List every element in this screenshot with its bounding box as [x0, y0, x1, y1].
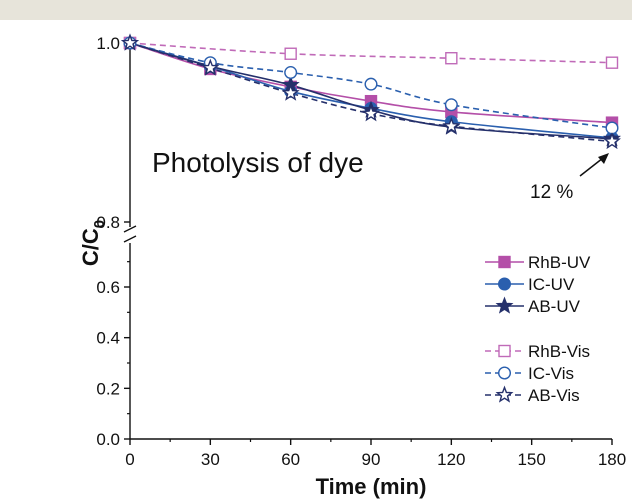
legend-item-ab-uv: AB-UV: [485, 296, 581, 316]
x-tick-label: 120: [437, 450, 465, 469]
y-tick-label: 0.4: [96, 329, 120, 348]
data-point-ic-vis: [364, 77, 378, 91]
axis-break-mark-upper: [123, 225, 137, 233]
curves: [129, 42, 613, 143]
y-tick-label: 0.6: [96, 278, 120, 297]
legend-marker-rhb-uv: [498, 255, 511, 269]
legend-label-ab-uv: AB-UV: [528, 297, 581, 316]
y-tick-label: 0.2: [96, 379, 120, 398]
series-line-rhb-vis: [129, 42, 613, 64]
data-point-rhb-vis: [605, 56, 619, 69]
series-line-ic-vis: [129, 42, 613, 129]
top-band: [0, 0, 632, 20]
legend-label-rhb-vis: RhB-Vis: [528, 342, 590, 361]
data-point-ab-vis: [281, 83, 300, 101]
legend-item-ic-uv: IC-UV: [485, 275, 575, 294]
y-tick-label: 0.8: [96, 213, 120, 232]
arrow-annotation-label: 12 %: [530, 182, 573, 203]
data-point-ab-vis: [603, 131, 621, 150]
y-tick-label: 1.0: [96, 34, 120, 53]
annotation-arrowhead: [598, 153, 609, 164]
x-tick-label: 0: [125, 450, 134, 469]
data-point-ab-vis: [362, 104, 380, 122]
series-line-ab-uv: [129, 42, 613, 140]
data-point-ic-vis: [284, 66, 298, 80]
y-axis-title-subscript: 0: [91, 220, 108, 228]
data-point-rhb-vis: [284, 47, 297, 60]
x-tick-label: 60: [281, 450, 300, 469]
legend: RhB-UV IC-UV AB-UV RhB-Vis IC-Vis AB-Vis: [485, 253, 591, 405]
legend-marker-rhb-vis: [498, 344, 511, 358]
x-axis-title: Time (min): [316, 474, 427, 499]
legend-item-ab-vis: AB-Vis: [485, 385, 580, 405]
legend-marker-ic-vis: [498, 366, 512, 380]
legend-label-rhb-uv: RhB-UV: [528, 253, 591, 272]
chart-annotation-title: Photolysis of dye: [152, 147, 364, 178]
x-tick-label: 150: [517, 450, 545, 469]
legend-item-rhb-uv: RhB-UV: [485, 253, 591, 272]
legend-label-ab-vis: AB-Vis: [528, 386, 580, 405]
data-points: [121, 33, 621, 150]
data-point-ab-vis: [121, 33, 139, 51]
legend-label-ic-uv: IC-UV: [528, 275, 575, 294]
y-tick-label: 0.0: [96, 430, 120, 449]
x-tick-label: 30: [201, 450, 220, 469]
axis-break-mark-lower: [123, 235, 137, 243]
annotations: Photolysis of dye 12 %: [152, 147, 609, 203]
data-point-ab-vis: [442, 116, 461, 134]
legend-marker-ab-vis: [495, 385, 514, 403]
legend-marker-ab-uv: [495, 296, 514, 314]
x-tick-label: 90: [362, 450, 381, 469]
data-point-ic-vis: [444, 98, 458, 112]
axes: 0 30 60 90 120 150 180 0.0 0.2 0.4 0.6 0.8 1.0 Time (…: [78, 34, 626, 499]
x-tick-label: 180: [598, 450, 626, 469]
legend-item-ic-vis: IC-Vis: [485, 364, 574, 383]
legend-item-rhb-vis: RhB-Vis: [485, 342, 590, 361]
y-axis-title-main: C/C: [78, 228, 103, 266]
data-point-rhb-vis: [445, 52, 458, 65]
data-point-ab-vis: [201, 58, 220, 76]
y-axis-title: C/C0: [78, 220, 108, 266]
legend-label-ic-vis: IC-Vis: [528, 364, 574, 383]
series-line-ab-vis: [129, 42, 613, 143]
legend-marker-ic-uv: [498, 277, 512, 291]
annotation-arrow: [579, 157, 604, 177]
